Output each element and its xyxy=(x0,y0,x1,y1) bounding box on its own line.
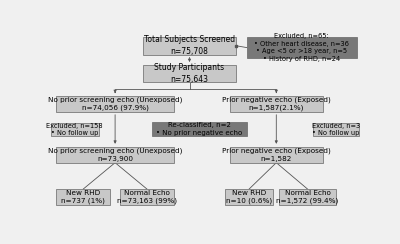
FancyBboxPatch shape xyxy=(56,147,174,163)
Text: No prior screening echo (Unexposed)
n=73,900: No prior screening echo (Unexposed) n=73… xyxy=(48,148,182,162)
Text: Normal Echo
n=1,572 (99.4%): Normal Echo n=1,572 (99.4%) xyxy=(276,190,338,204)
Text: New RHD
n=10 (0.6%): New RHD n=10 (0.6%) xyxy=(226,190,272,204)
Text: Prior negative echo (Exposed)
n=1,582: Prior negative echo (Exposed) n=1,582 xyxy=(222,148,331,162)
FancyBboxPatch shape xyxy=(56,189,110,205)
Text: Prior negative echo (Exposed)
n=1,587(2.1%): Prior negative echo (Exposed) n=1,587(2.… xyxy=(222,97,331,111)
FancyBboxPatch shape xyxy=(56,96,174,112)
Text: No prior screening echo (Unexposed)
n=74,056 (97.9%): No prior screening echo (Unexposed) n=74… xyxy=(48,97,182,111)
Text: Normal Echo
n=73,163 (99%): Normal Echo n=73,163 (99%) xyxy=(117,190,177,204)
FancyBboxPatch shape xyxy=(225,189,273,205)
Text: Excluded, n=65:
• Other heart disease, n=36
• Age <5 or >18 year, n=5
• History : Excluded, n=65: • Other heart disease, n… xyxy=(254,33,349,62)
FancyBboxPatch shape xyxy=(51,123,99,136)
Text: Re-classified, n=2
• No prior negative echo: Re-classified, n=2 • No prior negative e… xyxy=(156,122,243,136)
Text: Study Participants
n=75,643: Study Participants n=75,643 xyxy=(154,63,224,84)
FancyBboxPatch shape xyxy=(143,65,236,82)
FancyBboxPatch shape xyxy=(279,189,336,205)
FancyBboxPatch shape xyxy=(152,122,247,136)
FancyBboxPatch shape xyxy=(247,37,357,58)
FancyBboxPatch shape xyxy=(230,147,323,163)
Text: Excluded, n=3
• No follow up: Excluded, n=3 • No follow up xyxy=(312,122,360,136)
FancyBboxPatch shape xyxy=(230,96,323,112)
Text: Total Subjects Screened
n=75,708: Total Subjects Screened n=75,708 xyxy=(144,35,235,56)
Text: New RHD
n=737 (1%): New RHD n=737 (1%) xyxy=(61,190,105,204)
FancyBboxPatch shape xyxy=(313,123,359,136)
FancyBboxPatch shape xyxy=(143,37,236,55)
FancyBboxPatch shape xyxy=(120,189,174,205)
Text: Excluded, n=158
• No follow up: Excluded, n=158 • No follow up xyxy=(46,122,103,136)
